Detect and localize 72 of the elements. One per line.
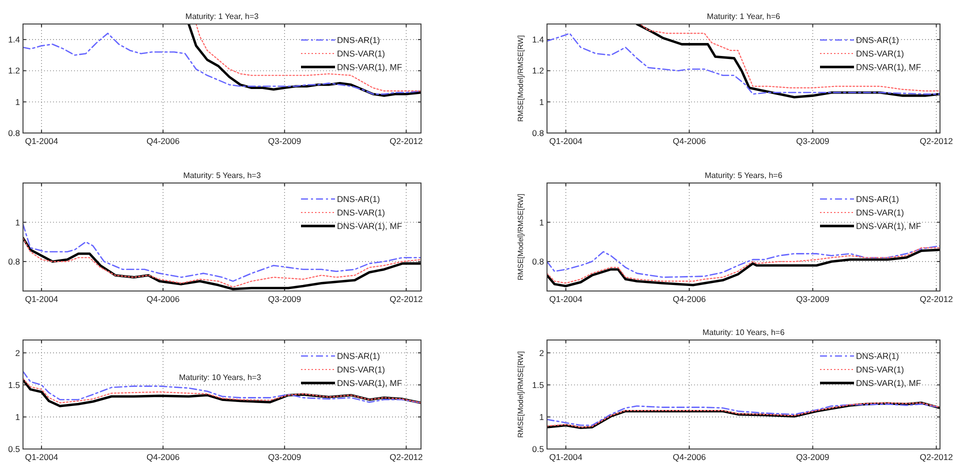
legend-label: DNS-AR(1) [337, 351, 380, 361]
x-tick-label: Q3-2009 [796, 136, 830, 146]
text: Maturity: 10 Years, h=3 [178, 373, 262, 382]
x-tick-label: Q3-2009 [268, 294, 302, 304]
x-tick-label: Q2-2012 [390, 452, 424, 462]
y-tick-label: 1 [539, 412, 544, 422]
x-tick-label: Q1-2004 [549, 452, 583, 462]
y-tick-label: 1.4 [532, 34, 544, 45]
x-tick-label: Q1-2004 [24, 452, 58, 462]
y-tick-label: 1 [15, 96, 20, 107]
y-tick-label: 1 [539, 96, 544, 107]
x-tick-label: Q2-2012 [920, 294, 953, 304]
x-tick-label: Q1-2004 [24, 294, 58, 304]
chart-title: Maturity: 5 Years, h=6 [704, 171, 783, 180]
y-tick-label: 2 [15, 348, 20, 358]
y-tick-label: 1.5 [8, 380, 20, 390]
x-tick-label: Q3-2009 [796, 294, 830, 304]
x-tick-label: Q2-2012 [390, 294, 424, 304]
legend-label: DNS-VAR(1), MF [337, 62, 402, 72]
legend-label: DNS-VAR(1) [337, 48, 386, 58]
x-tick-label: Q3-2009 [268, 452, 302, 462]
y-tick-label: 1 [15, 412, 20, 422]
y-tick-label: 0.8 [8, 256, 20, 267]
legend-label: DNS-VAR(1) [856, 48, 904, 58]
x-tick-label: Q4-2006 [146, 136, 180, 146]
line-series [23, 224, 421, 282]
chart-title: Maturity: 10 Years, h=6 [702, 328, 786, 337]
y-tick-label: 0.8 [532, 256, 544, 267]
chart-title: Maturity: 1 Year, h=3 [185, 12, 260, 21]
y-tick-label: 1.2 [532, 66, 544, 76]
y-tick-label: 1 [15, 217, 20, 228]
y-tick-label: 1.5 [532, 380, 544, 390]
legend-label: DNS-VAR(1) [337, 208, 386, 218]
x-tick-label: Q4-2006 [672, 136, 706, 146]
legend-label: DNS-AR(1) [337, 35, 380, 45]
x-tick-label: Q1-2004 [549, 294, 583, 304]
x-tick-label: Q4-2006 [146, 452, 180, 462]
line-series [23, 32, 421, 95]
legend-label: DNS-VAR(1) [856, 208, 904, 218]
x-tick-label: Q1-2004 [24, 136, 58, 146]
legend-label: DNS-AR(1) [856, 35, 900, 45]
x-tick-label: Q4-2006 [672, 452, 706, 462]
x-tick-label: Q2-2012 [920, 452, 953, 462]
legend-label: DNS-VAR(1), MF [856, 62, 922, 72]
x-tick-label: Q2-2012 [920, 136, 953, 146]
legend-label: DNS-VAR(1) [337, 364, 386, 374]
x-tick-label: Q2-2012 [390, 136, 424, 146]
y-tick-label: 0.5 [8, 444, 20, 454]
legend-label: DNS-AR(1) [856, 194, 900, 204]
line-series [547, 245, 940, 278]
y-tick-label: 1.2 [8, 66, 20, 76]
y-tick-label: 0.8 [532, 128, 544, 138]
y-tick-label: 0.8 [8, 128, 20, 138]
chart-title: Maturity: 5 Years, h=3 [183, 171, 262, 180]
x-tick-label: Q4-2006 [672, 294, 706, 304]
legend-label: DNS-VAR(1), MF [856, 378, 922, 388]
legend-label: DNS-VAR(1), MF [856, 221, 922, 231]
y-tick-label: 2 [539, 348, 544, 358]
y-tick-label: 0.5 [532, 444, 544, 454]
legend-label: DNS-AR(1) [856, 351, 900, 361]
line-series [547, 32, 940, 95]
legend-label: DNS-VAR(1), MF [337, 378, 402, 388]
x-tick-label: Q3-2009 [268, 136, 302, 146]
legend-label: DNS-VAR(1), MF [337, 221, 402, 231]
legend-label: DNS-AR(1) [337, 194, 380, 204]
x-tick-label: Q3-2009 [796, 452, 830, 462]
y-tick-label: 1.4 [8, 34, 20, 45]
chart-title: Maturity: 1 Year, h=6 [706, 12, 781, 21]
legend-label: DNS-VAR(1) [856, 364, 904, 374]
y-tick-label: 1 [539, 217, 544, 228]
x-tick-label: Q4-2006 [146, 294, 180, 304]
x-tick-label: Q1-2004 [549, 136, 583, 146]
